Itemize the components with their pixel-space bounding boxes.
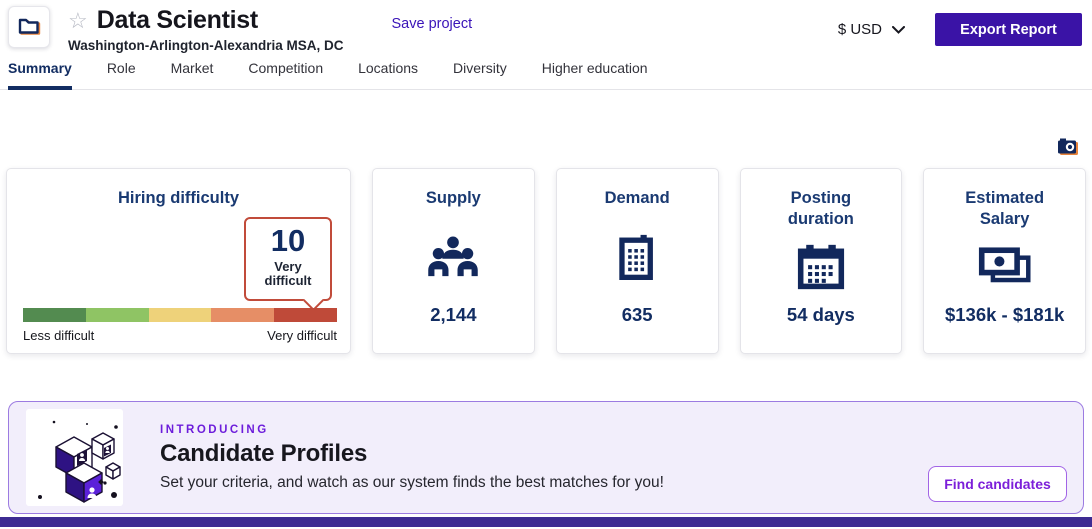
page-header: ☆ Data Scientist Washington-Arlington-Al… [0, 0, 1092, 53]
difficulty-scale-segment-5 [274, 308, 337, 322]
scale-left-label: Less difficult [23, 328, 95, 343]
next-section-edge [0, 517, 1092, 527]
tab-role[interactable]: Role [106, 60, 136, 76]
banner-title: Candidate Profiles [160, 439, 368, 467]
banner-eyebrow: INTRODUCING [160, 423, 269, 436]
difficulty-score: 10 [270, 223, 306, 258]
candidate-profiles-banner: INTRODUCING Candidate Profiles Set your … [8, 401, 1084, 514]
demand-value: 635 [621, 304, 653, 325]
estimated-salary-title: Estimated Salary [965, 189, 1045, 229]
tab-summary[interactable]: Summary [8, 60, 72, 90]
tab-diversity[interactable]: Diversity [453, 60, 507, 76]
posting-duration-title: Posting duration [787, 189, 854, 229]
folder-icon [16, 12, 42, 43]
currency-selector[interactable]: $ USD [838, 21, 905, 38]
summary-stat-cards: Hiring difficulty 10 Very difficult Less … [0, 168, 1092, 354]
difficulty-scale-segment-4 [211, 308, 275, 322]
building-icon [614, 209, 660, 304]
section-toolbar [0, 90, 1092, 168]
people-group-icon [426, 209, 480, 304]
favorite-star-icon[interactable]: ☆ [68, 7, 88, 33]
location-subtitle: Washington-Arlington-Alexandria MSA, DC [68, 38, 344, 53]
screenshot-camera-button[interactable] [1056, 136, 1080, 160]
tab-market[interactable]: Market [170, 60, 214, 76]
difficulty-scale-bar [23, 308, 337, 322]
project-folder-button[interactable] [8, 6, 50, 48]
demand-title: Demand [604, 189, 670, 207]
supply-title: Supply [425, 189, 481, 207]
difficulty-scale-segment-3 [148, 308, 212, 322]
banner-description: Set your criteria, and watch as our syst… [160, 473, 664, 491]
calendar-icon [796, 231, 846, 304]
save-project-link[interactable]: Save project [391, 16, 473, 32]
difficulty-score-callout: 10 Very difficult [244, 217, 332, 312]
tab-competition[interactable]: Competition [248, 60, 324, 76]
difficulty-scale-segment-1 [23, 308, 86, 322]
supply-value: 2,144 [430, 304, 477, 325]
tab-bar: Summary Role Market Competition Location… [0, 60, 1092, 90]
demand-card: Demand 635 [555, 168, 719, 354]
tab-locations[interactable]: Locations [358, 60, 419, 76]
export-report-button[interactable]: Export Report [935, 13, 1082, 46]
supply-card: Supply 2,144 [372, 168, 535, 354]
title-block: ☆ Data Scientist Washington-Arlington-Al… [68, 6, 344, 53]
estimated-salary-card: Estimated Salary $136k - $181k [923, 168, 1086, 354]
tab-higher-education[interactable]: Higher education [541, 60, 648, 76]
difficulty-scale-segment-2 [85, 308, 149, 322]
page-title: Data Scientist [96, 6, 258, 34]
banknotes-icon [978, 231, 1032, 304]
chevron-down-icon [892, 21, 905, 38]
hiring-difficulty-card: Hiring difficulty 10 Very difficult Less … [6, 168, 351, 354]
hiring-difficulty-title: Hiring difficulty [118, 189, 239, 207]
scale-right-label: Very difficult [267, 328, 337, 343]
currency-label: $ USD [837, 21, 882, 38]
posting-duration-value: 54 days [786, 304, 855, 325]
estimated-salary-value: $136k - $181k [944, 304, 1065, 325]
find-candidates-button[interactable]: Find candidates [928, 466, 1067, 502]
posting-duration-card: Posting duration 54 days [739, 168, 903, 354]
cubes-illustration [26, 409, 123, 506]
camera-icon [1056, 138, 1080, 161]
difficulty-score-label: Very difficult [264, 258, 312, 289]
